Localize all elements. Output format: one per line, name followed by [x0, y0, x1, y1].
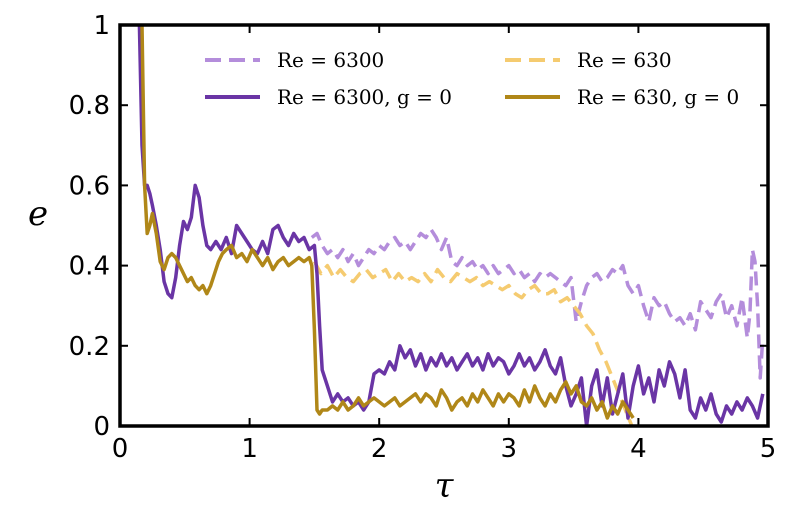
legend-label-2: Re = 6300, g = 0 — [277, 85, 452, 109]
series-line-2 — [137, 25, 765, 426]
x-tick-label-1: 1 — [241, 434, 258, 464]
series-line-3 — [140, 25, 635, 420]
y-tick-label-5: 1 — [93, 11, 110, 41]
y-tick-label-0: 0 — [93, 412, 110, 442]
x-axis-label: τ — [435, 466, 455, 506]
y-tick-label-3: 0.6 — [69, 171, 110, 201]
x-tick-label-4: 4 — [630, 434, 647, 464]
y-tick-label-1: 0.2 — [69, 332, 110, 362]
legend: Re = 6300 Re = 630 Re = 6300, g = 0 Re = 63… — [205, 48, 739, 109]
x-tick-label-0: 0 — [112, 434, 129, 464]
y-axis-label: e — [28, 194, 48, 234]
ticks-layer: 0 1 2 3 4 5 0 0.2 0.4 0.6 0.8 1 — [69, 11, 777, 464]
x-tick-label-2: 2 — [371, 434, 388, 464]
series-line-1 — [312, 260, 634, 426]
series-layer — [137, 25, 765, 426]
x-tick-label-3: 3 — [501, 434, 518, 464]
y-tick-label-4: 0.8 — [69, 91, 110, 121]
legend-label-3: Re = 630, g = 0 — [577, 85, 739, 109]
series-line-0 — [310, 227, 765, 380]
legend-label-0: Re = 6300 — [277, 48, 384, 72]
legend-label-1: Re = 630 — [577, 48, 672, 72]
x-tick-label-5: 5 — [760, 434, 777, 464]
y-tick-label-2: 0.4 — [69, 252, 110, 282]
plot-frame — [118, 23, 770, 428]
